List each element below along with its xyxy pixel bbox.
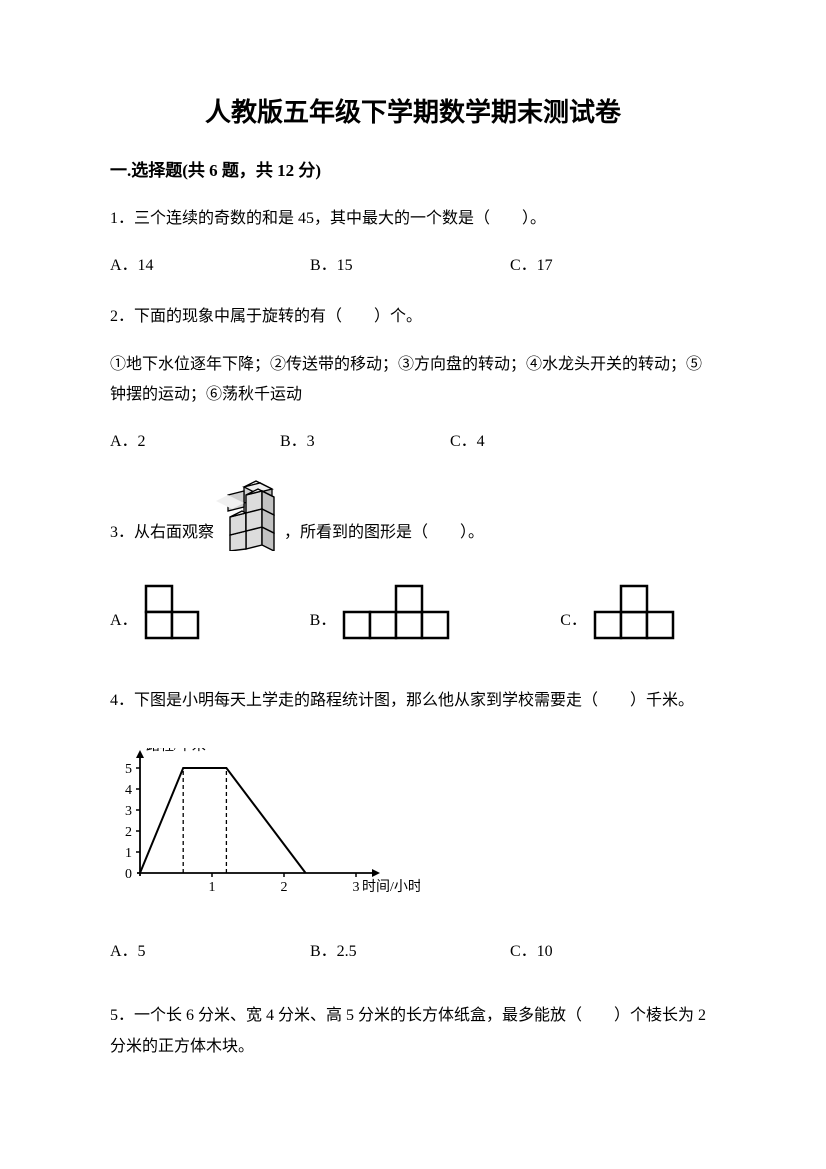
- q4-chart: 1 2 3 4 5 0 1 2 3 路程/千米时间/小时: [110, 748, 716, 909]
- q4-option-a: A．5: [110, 938, 310, 967]
- q3-cube-figure: [214, 479, 284, 562]
- svg-text:3: 3: [125, 804, 132, 819]
- svg-text:2: 2: [281, 880, 288, 895]
- cube-stack-icon: [214, 479, 284, 551]
- q3-option-c: C．: [560, 584, 675, 640]
- svg-text:3: 3: [353, 880, 360, 895]
- svg-text:0: 0: [125, 867, 132, 882]
- q4-option-b: B．2.5: [310, 938, 510, 967]
- q2-option-b: B．3: [280, 428, 450, 457]
- q4-option-c: C．10: [510, 938, 710, 967]
- page-title: 人教版五年级下学期数学期末测试卷: [110, 95, 716, 131]
- question-3: 3．从右面观察: [110, 479, 716, 640]
- q3-opt-b-label: B．: [310, 607, 337, 640]
- q2-detail: ①地下水位逐年下降；②传送带的移动；③方向盘的转动；④水龙头开关的转动；⑤钟摆的…: [110, 350, 716, 411]
- question-4: 4．下图是小明每天上学走的路程统计图，那么他从家到学校需要走（ ）千米。 1 2 3…: [110, 680, 716, 967]
- question-5: 5．一个长 6 分米、宽 4 分米、高 5 分米的长方体纸盒，最多能放（ ）个棱…: [110, 1001, 716, 1062]
- q4-text: 4．下图是小明每天上学走的路程统计图，那么他从家到学校需要走（ ）千米。: [110, 680, 716, 722]
- q3-option-b: B．: [310, 584, 451, 640]
- svg-text:时间/小时: 时间/小时: [362, 879, 420, 895]
- q3-post-text: ，所看到的图形是（ ）。: [284, 519, 484, 562]
- section-header-1: 一.选择题(共 6 题，共 12 分): [110, 159, 716, 183]
- svg-text:2: 2: [125, 825, 132, 840]
- q3-opt-a-label: A．: [110, 607, 138, 640]
- q5-text: 5．一个长 6 分米、宽 4 分米、高 5 分米的长方体纸盒，最多能放（ ）个棱…: [110, 1001, 716, 1062]
- q2-option-c: C．4: [450, 428, 485, 457]
- q4-options: A．5 B．2.5 C．10: [110, 938, 716, 967]
- q3-opt-c-label: C．: [560, 607, 587, 640]
- q2-options: A．2 B．3 C．4: [110, 428, 716, 457]
- q1-options: A．14 B．15 C．17: [110, 252, 716, 281]
- q3-text-line: 3．从右面观察: [110, 479, 716, 562]
- shape-c-icon: [593, 584, 675, 640]
- q2-option-a: A．2: [110, 428, 280, 457]
- question-2: 2．下面的现象中属于旋转的有（ ）个。 ①地下水位逐年下降；②传送带的移动；③方…: [110, 303, 716, 457]
- svg-text:路程/千米: 路程/千米: [146, 748, 206, 754]
- shape-a-icon: [144, 584, 200, 640]
- q2-text: 2．下面的现象中属于旋转的有（ ）个。: [110, 303, 716, 332]
- q3-option-shapes: A． B．: [110, 584, 716, 640]
- shape-b-icon: [342, 584, 450, 640]
- distance-chart-icon: 1 2 3 4 5 0 1 2 3 路程/千米时间/小时: [110, 748, 420, 898]
- question-1: 1．三个连续的奇数的和是 45，其中最大的一个数是（ ）。 A．14 B．15 …: [110, 205, 716, 281]
- q1-option-c: C．17: [510, 252, 710, 281]
- q3-pre-text: 3．从右面观察: [110, 519, 214, 562]
- q3-option-a: A．: [110, 584, 200, 640]
- svg-text:1: 1: [209, 880, 216, 895]
- svg-text:4: 4: [125, 783, 132, 798]
- q1-option-a: A．14: [110, 252, 310, 281]
- svg-text:1: 1: [125, 846, 132, 861]
- q1-option-b: B．15: [310, 252, 510, 281]
- svg-text:5: 5: [125, 762, 132, 777]
- q1-text: 1．三个连续的奇数的和是 45，其中最大的一个数是（ ）。: [110, 205, 716, 234]
